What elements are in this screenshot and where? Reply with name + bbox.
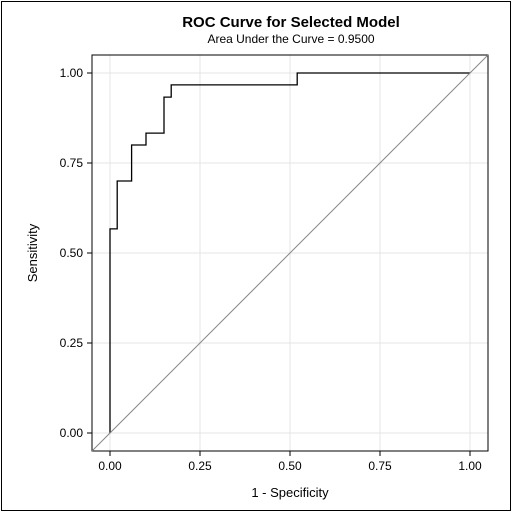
reference-diagonal-line xyxy=(91,54,489,452)
x-tick-label: 0.75 xyxy=(368,459,392,473)
chart-subtitle: Area Under the Curve = 0.9500 xyxy=(207,32,374,46)
x-axis-label: 1 - Specificity xyxy=(251,485,329,500)
chart-title: ROC Curve for Selected Model xyxy=(182,14,400,31)
roc-curve-line xyxy=(109,72,470,433)
y-tick-label: 1.00 xyxy=(60,66,84,80)
x-tick-label: 0.50 xyxy=(278,459,302,473)
x-tick-label: 0.25 xyxy=(188,459,212,473)
series-layer xyxy=(91,54,489,452)
y-tick-label: 0.25 xyxy=(60,336,84,350)
y-tick-label: 0.50 xyxy=(60,246,84,260)
y-axis-label: Sensitivity xyxy=(25,223,40,282)
tick-layer: 0.00 0.25 0.50 0.75 1.00 0.00 0.25 0.50 0.75 1.00 xyxy=(60,66,482,473)
y-tick-label: 0.00 xyxy=(60,426,84,440)
x-tick-label: 0.00 xyxy=(98,459,122,473)
y-tick-label: 0.75 xyxy=(60,156,84,170)
x-tick-label: 1.00 xyxy=(458,459,482,473)
